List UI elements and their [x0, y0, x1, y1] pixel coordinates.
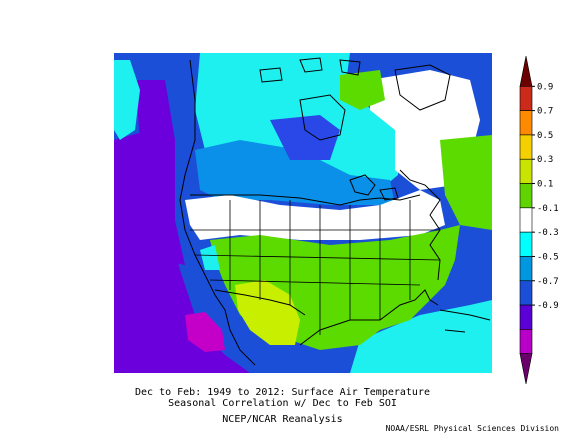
colorbar-tick-label: -0.1 [537, 204, 559, 214]
caption-line-1: Dec to Feb: 1949 to 2012: Surface Air Te… [134, 387, 430, 398]
caribbean-islands [439, 309, 491, 333]
colorbar-segment [519, 256, 533, 282]
colorbar-arrow-top [519, 55, 533, 87]
blue-region-canada [270, 115, 340, 160]
green-region-atlantic [440, 135, 492, 230]
map-outlines [179, 57, 491, 366]
colorbar-segment [519, 280, 533, 306]
colorbar-segment [519, 158, 533, 184]
cyan-region-west [114, 60, 140, 140]
colorbar-segment [519, 134, 533, 160]
colorbar-tick-label: 0.1 [537, 180, 553, 190]
cyan-region-southeast [350, 300, 492, 373]
purple-strip-coast [135, 80, 185, 265]
great-lakes [349, 174, 399, 201]
colorbar-tick-label: 0.3 [537, 155, 553, 165]
greenland-outline [394, 64, 451, 111]
colorbar: 0.9 0.7 0.5 0.3 0.1 -0.1 -0.3 -0.5 -0.7 -0.9 [519, 55, 559, 385]
arctic-islands [259, 57, 361, 83]
magenta-region [185, 312, 225, 352]
green-region-greenland [340, 70, 385, 110]
colorbar-tick-label: -0.5 [537, 252, 559, 262]
coastline-gulf [299, 289, 439, 346]
colorbar-segment [519, 304, 533, 330]
colorbar-segment [519, 110, 533, 136]
caption-line-2: Seasonal Correlation w/ Dec to Feb SOI [168, 398, 397, 409]
cyan-region-southwest [200, 245, 220, 270]
colorbar-tick-label: -0.7 [537, 277, 559, 287]
hudson-bay [299, 94, 346, 141]
blue-region-central [195, 140, 395, 205]
coastline-east [399, 169, 441, 281]
colorbar-tick-label: -0.3 [537, 228, 559, 238]
purple-region-pacific [114, 130, 250, 373]
colorbar-tick-label: 0.9 [537, 82, 553, 92]
colorbar-segment [519, 207, 533, 233]
state-lines [190, 200, 441, 335]
border-us-mexico [214, 289, 306, 316]
colorbar-tick-label: 0.5 [537, 131, 553, 141]
border-us-canada [190, 194, 421, 206]
credit-text: NOAA/ESRL Physical Sciences Division [385, 424, 559, 433]
colorbar-segment [519, 86, 533, 111]
colorbar-segment [519, 329, 533, 354]
colorbar-segment [519, 183, 533, 209]
caption-line-3: NCEP/NCAR Reanalysis [222, 414, 343, 425]
map-field [114, 53, 492, 373]
colorbar-tick-label: -0.9 [537, 301, 559, 311]
colorbar-tick-label: 0.7 [537, 107, 553, 117]
colorbar-arrow-bottom [519, 353, 533, 385]
colorbar-segment [519, 231, 533, 257]
